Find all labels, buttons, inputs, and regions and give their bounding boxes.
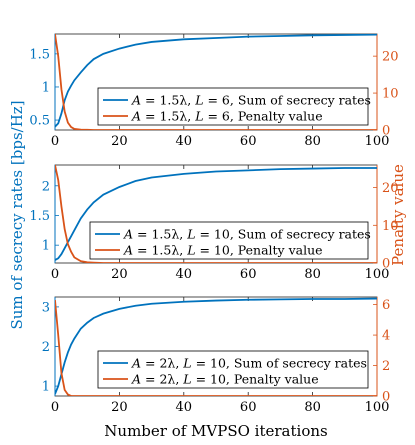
legend-text-part: = 6, Sum of secrecy rates [204,93,371,108]
y-left-tick-label: 0.5 [29,114,50,129]
y-right-tick-label: 20 [382,50,399,65]
series-line-secrecy-rate [55,167,377,261]
legend-entry: A = 2λ, L = 10, Sum of secrecy rates [131,356,367,371]
legend-text-part: L [194,93,203,108]
y-left-tick-label: 1 [42,80,50,95]
x-tick-label: 100 [365,134,390,149]
legend-text-part: = 10, Sum of secrecy rates [196,227,371,242]
legend-text-part: = 1.5λ, [133,227,187,242]
x-tick-label: 60 [240,267,257,282]
x-axis-label: Number of MVPSO iterations [104,422,327,440]
x-tick-label: 80 [304,134,321,149]
legend-text-part: = 10, Sum of secrecy rates [192,356,367,371]
legend-text-part: = 10, Penalty value [192,372,319,387]
y-axis-label-right: Penalty value [389,164,407,266]
x-tick-label: 20 [111,267,128,282]
y-left-tick-label: 2 [42,340,50,355]
legend-entry: A = 2λ, L = 10, Penalty value [131,372,319,387]
y-right-tick-label: 6 [382,298,390,313]
y-right-tick-label: 0 [382,390,390,405]
y-right-tick-label: 20 [382,181,399,196]
legend-text-part: L [182,356,191,371]
x-tick-label: 20 [111,134,128,149]
x-tick-label: 0 [51,400,59,415]
legend-text-part: A [123,227,133,242]
legend-text-part: A [123,243,133,258]
x-tick-label: 0 [51,134,59,149]
y-left-tick-label: 1.5 [29,47,50,62]
y-right-tick-label: 4 [382,329,390,344]
legend-text-part: A [131,109,141,124]
y-left-tick-label: 1 [42,239,50,254]
x-tick-label: 40 [176,400,193,415]
y-right-tick-label: 10 [382,87,399,102]
series-line-penalty [55,34,377,130]
x-tick-label: 100 [365,400,390,415]
x-tick-label: 80 [304,267,321,282]
legend-text-part: = 1.5λ, [133,243,187,258]
legend-entry: A = 1.5λ, L = 10, Penalty value [123,243,323,258]
legend-box [97,350,369,389]
x-tick-label: 60 [240,400,257,415]
chart-panel-3: 0 20 40 60 80 100 1 2 3 0 2 4 6 A = 2λ, L = 10, Sum o… [42,296,390,415]
series-line-secrecy-rate [55,297,377,395]
y-right-tick-label: 0 [382,257,390,272]
y-left-tick-label: 1.5 [29,209,50,224]
legend-entry: A = 1.5λ, L = 6, Sum of secrecy rates [131,93,371,108]
legend-text-part: A [131,372,141,387]
legend-text-part: = 2λ, [141,372,183,387]
series-line-penalty [55,165,377,263]
x-tick-label: 0 [51,267,59,282]
legend-text-part: = 1.5λ, [141,93,195,108]
x-tick-label: 80 [304,400,321,415]
y-right-tick-label: 10 [382,219,399,234]
legend-text-part: = 1.5λ, [141,109,195,124]
legend-entry: A = 1.5λ, L = 10, Sum of secrecy rates [123,227,371,242]
x-tick-label: 40 [176,134,193,149]
legend-text-part: A [131,356,141,371]
legend: A = 1.5λ, L = 10, Sum of secrecy ratesA … [89,221,371,260]
legend-text-part: L [194,109,203,124]
x-tick-label: 100 [365,267,390,282]
legend-text-part: L [186,227,195,242]
legend-text-part: = 10, Penalty value [196,243,323,258]
legend-text-part: A [131,93,141,108]
legend-box [97,87,369,126]
x-tick-label: 40 [176,267,193,282]
y-left-tick-label: 2 [42,179,50,194]
y-right-tick-label: 0 [382,124,390,139]
x-tick-label: 20 [111,400,128,415]
legend-text-part: L [182,372,191,387]
y-right-tick-label: 2 [382,359,390,374]
legend-entry: A = 1.5λ, L = 6, Penalty value [131,109,323,124]
series-line-secrecy-rate [55,34,377,128]
legend-text-part: = 6, Penalty value [204,109,323,124]
legend-text-part: = 2λ, [141,356,183,371]
legend-text-part: L [186,243,195,258]
series-line-penalty [55,299,377,396]
x-tick-label: 60 [240,134,257,149]
y-left-tick-label: 1 [42,380,50,395]
legend-box [89,221,369,260]
y-left-tick-label: 3 [42,300,50,315]
y-axis-label-left: Sum of secrecy rates [bps/Hz] [8,100,26,329]
